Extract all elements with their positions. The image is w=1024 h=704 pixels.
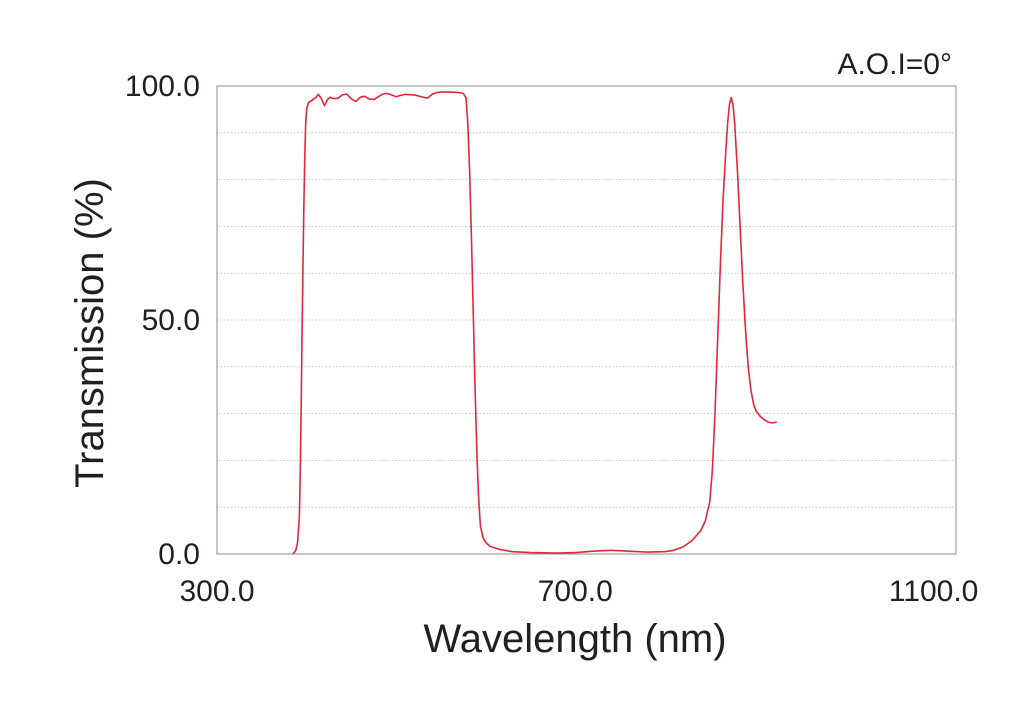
plot-area-frame: [216, 85, 957, 555]
x-tick-label: 700.0: [538, 575, 613, 608]
y-tick-label: 100.0: [125, 70, 200, 103]
y-tick-label: 0.0: [158, 538, 200, 571]
grid-lines: [217, 132, 956, 508]
x-axis-title: Wavelength (nm): [423, 617, 726, 661]
y-tick-label: 50.0: [142, 304, 200, 337]
aoi-annotation: A.O.I=0°: [837, 48, 952, 81]
x-tick-label: 300.0: [179, 575, 254, 608]
y-axis-title: Transmission (%): [68, 178, 112, 488]
x-axis-tick-labels: 300.0 700.0 1100.0: [179, 575, 978, 608]
y-axis-tick-labels: 0.0 50.0 100.0: [125, 70, 200, 571]
transmission-curve: [292, 91, 777, 555]
x-tick-label: 1100.0: [889, 575, 979, 608]
